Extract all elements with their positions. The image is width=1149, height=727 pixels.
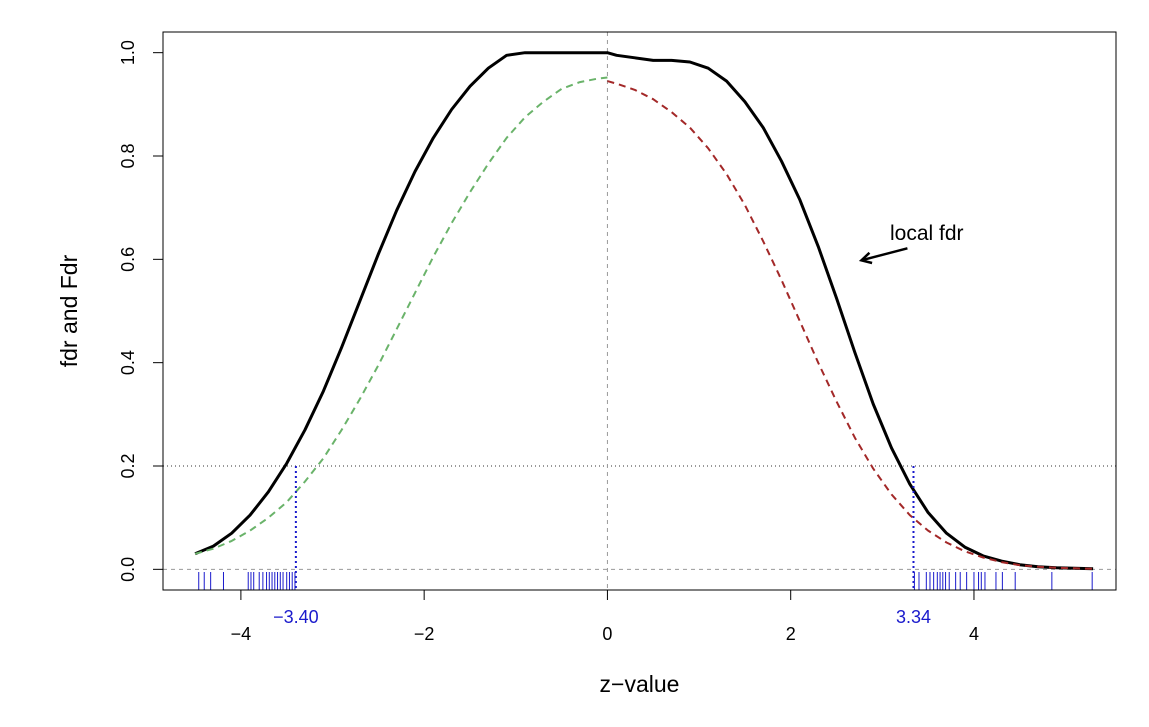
- x-tick-label: −4: [231, 624, 252, 644]
- threshold-markers: −3.40 3.34: [273, 466, 931, 627]
- local-fdr-curve: [194, 51, 1094, 571]
- x-tick-label: 0: [602, 624, 612, 644]
- reference-lines: [163, 32, 1116, 590]
- y-tick-label: 0.6: [118, 247, 138, 272]
- y-tick-label: 0.0: [118, 557, 138, 582]
- y-tick-label: 0.2: [118, 453, 138, 478]
- threshold-label-right: 3.34: [896, 607, 931, 627]
- rug-ticks: [198, 572, 1093, 590]
- annotation-label: local fdr: [890, 222, 964, 245]
- x-axis: −4 −2 0 2 4: [231, 590, 979, 644]
- y-tick-label: 1.0: [118, 40, 138, 65]
- left-Fdr-curve: [194, 76, 608, 555]
- plot-frame: [162, 31, 1117, 591]
- y-tick-label: 0.4: [118, 350, 138, 375]
- y-axis-label: fdr and Fdr: [56, 254, 82, 367]
- series-lines: [194, 51, 1094, 571]
- annotation: local fdr: [858, 222, 964, 265]
- annotation-arrow: [861, 247, 908, 262]
- y-tick-label: 0.8: [118, 143, 138, 168]
- x-tick-label: 4: [969, 624, 979, 644]
- y-axis: 0.0 0.2 0.4 0.6 0.8 1.0: [118, 40, 163, 582]
- x-axis-label: z−value: [600, 671, 680, 697]
- right-Fdr-curve: [607, 80, 1094, 570]
- x-tick-label: −2: [414, 624, 435, 644]
- x-tick-label: 2: [786, 624, 796, 644]
- threshold-label-left: −3.40: [273, 607, 319, 627]
- annotation-arrowhead: [858, 251, 873, 265]
